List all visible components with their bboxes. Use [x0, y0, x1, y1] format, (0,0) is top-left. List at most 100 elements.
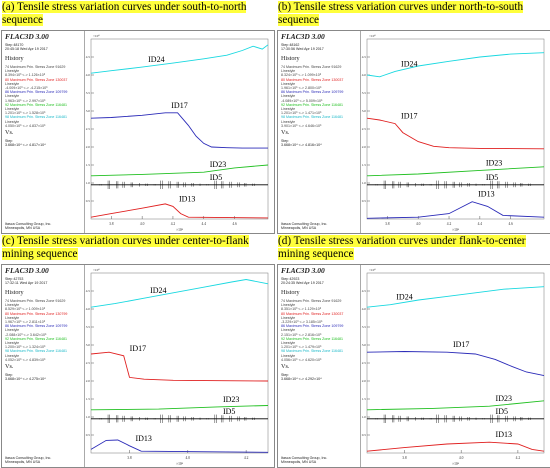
series-line-id24	[90, 279, 269, 308]
y-tick-label: 4.0	[362, 73, 367, 77]
step-line: Step 48170	[5, 43, 24, 47]
history-series-line: Linestyle	[281, 353, 296, 358]
vs-label: Vs.	[5, 363, 14, 370]
panel-caption: (c) Tensile stress variation curves unde…	[2, 235, 270, 261]
series-label-id23: ID23	[223, 395, 239, 404]
caption-text: (b) Tensile stress variation curves unde…	[278, 1, 524, 26]
history-series-line: 74 Maximum Prin. Stress Zone 91629	[5, 299, 66, 303]
step-range: 3.668×10⁴ <-> 4.292×10⁴	[281, 377, 322, 382]
caption-text: (c) Tensile stress variation curves unde…	[2, 235, 249, 260]
flac-figure: FLAC3D 3.00 Step 42753 17:32:11 Wed Apr 19…	[1, 264, 275, 468]
plot-svg: 0.5 1.0 1.5 2.0 2.5 3.0 3.5 4.0 4.5 ×10⁴ 3.8 4.0 4.2…	[86, 34, 269, 232]
plot-svg: 0.5 1.0 1.5 2.0 2.5 3.0 3.5 4.0 4.5 ×10⁴ 3.8 4.0 4.2…	[362, 34, 545, 232]
x-tick-label: 4.2	[516, 456, 521, 460]
history-series-line: 1.201×10⁶ <-> 1.471×10⁶	[281, 111, 322, 116]
series-line-id13	[366, 201, 545, 219]
series-label-id17: ID17	[453, 340, 469, 349]
y-tick-label: 3.5	[362, 325, 367, 329]
series-label-id24: ID24	[401, 59, 417, 68]
series-line-id13	[90, 439, 269, 453]
history-series-line: 1.967×10⁵ <-> 2.811×10⁶	[5, 320, 46, 325]
series-label-id23: ID23	[210, 160, 226, 169]
series-label-id17: ID17	[401, 112, 417, 121]
history-series-line: 74 Maximum Prin. Stress Zone 91629	[5, 65, 66, 69]
history-series-list: 74 Maximum Prin. Stress Zone 91629 Linest…	[281, 65, 359, 128]
x-tick-label: 4.0	[186, 456, 191, 460]
y-tick-label: 0.5	[86, 199, 91, 203]
series-line-id13	[366, 441, 545, 452]
history-series-line: 86 Maximum Prin. Stress Zone 109799	[281, 324, 344, 329]
history-series-line: 3.901×10⁶ <-> 4.646×10⁶	[281, 123, 322, 128]
caption-text: (a) Tensile stress variation curves unde…	[2, 1, 247, 26]
footer-line: Minneapolis, MN USA	[5, 459, 41, 464]
history-series-list: 74 Maximum Prin. Stress Zone 91629 Linest…	[281, 299, 359, 362]
x-exponent-label: ×10⁴	[452, 228, 460, 232]
footer-line: Minneapolis, MN USA	[281, 225, 317, 230]
history-series-line: 4.052×10⁶ <-> 4.839×10⁶	[5, 357, 46, 362]
y-tick-label: 4.0	[86, 307, 91, 311]
history-series-line: 8.351×10³ <-> 1.129×10⁶	[281, 307, 322, 312]
chart-panel-2: (b) Tensile stress variation curves unde…	[276, 0, 550, 234]
step-label: Step	[5, 373, 13, 377]
plot-svg: 0.5 1.0 1.5 2.0 2.5 3.0 3.5 4.0 4.5 ×10⁴ 3.8 4.0 4.2…	[86, 268, 269, 466]
y-tick-label: 3.0	[86, 109, 91, 113]
history-info-panel: FLAC3D 3.00 Step 42753 17:32:11 Wed Apr 19…	[2, 265, 85, 467]
series-label-id24: ID24	[150, 286, 166, 295]
history-series-line: 92 Maximum Prin. Stress Zone 116481	[281, 336, 344, 341]
itasca-footer: Itasca Consulting Group, Inc. Minneapolis…	[281, 456, 359, 464]
plot-frame	[90, 272, 269, 454]
history-series-line: Linestyle	[5, 303, 20, 308]
history-series-line: Linestyle	[5, 107, 20, 112]
history-series-line: 92 Maximum Prin. Stress Zone 116481	[5, 102, 68, 107]
series-line-id23	[366, 166, 545, 177]
history-series-line: 1.201×10⁶ <-> 1.479×10⁶	[281, 345, 322, 350]
series-label-id13: ID13	[496, 430, 512, 439]
y-tick-label: 3.0	[362, 343, 367, 347]
y-tick-label: 3.0	[362, 109, 367, 113]
history-series-line: 86 Maximum Prin. Stress Zone 109799	[5, 324, 68, 329]
x-tick-label: 4.0	[140, 222, 145, 226]
caption-text: (d) Tensile stress variation curves unde…	[278, 235, 526, 260]
history-series-line: 98 Maximum Prin. Stress Zone 116481	[5, 115, 68, 120]
history-series-line: 80 Maximum Prin. Stress Zone 130037	[5, 77, 68, 82]
history-series-line: Linestyle	[281, 81, 296, 86]
chart-panel-4: (d) Tensile stress variation curves unde…	[276, 234, 550, 468]
y-tick-label: 4.0	[362, 307, 367, 311]
series-label-id5: ID5	[210, 173, 222, 182]
chart-panel-1: (a) Tensile stress variation curves unde…	[0, 0, 275, 234]
y-tick-label: 0.5	[86, 433, 91, 437]
flac-title: FLAC3D 3.00	[5, 32, 49, 41]
history-label: History	[281, 289, 300, 296]
series-line-id23	[90, 164, 269, 177]
time-line: 20:45:18 Wed Apr 19 2017	[5, 47, 48, 52]
history-series-list: 74 Maximum Prin. Stress Zone 91629 Linest…	[5, 299, 83, 362]
history-series-line: 98 Maximum Prin. Stress Zone 116481	[281, 115, 344, 120]
flac-title: FLAC3D 3.00	[281, 32, 325, 41]
series-label-id23: ID23	[486, 158, 502, 167]
step-label: Step	[281, 139, 289, 143]
history-series-line: Linestyle	[281, 303, 296, 308]
x-tick-label: 3.8	[402, 456, 407, 460]
chart-panel-3: (c) Tensile stress variation curves unde…	[0, 234, 275, 468]
run-meta: Step 42753 17:32:11 Wed Apr 19 2017	[5, 277, 83, 285]
run-meta: Step 48170 20:45:18 Wed Apr 19 2017	[5, 43, 83, 51]
y-tick-label: 2.5	[86, 127, 91, 131]
y-tick-label: 1.5	[362, 163, 367, 167]
y-tick-label: 3.5	[86, 91, 91, 95]
run-meta: Step 48162 17:30:56 Wed Apr 19 2017	[281, 43, 359, 51]
history-series-list: 74 Maximum Prin. Stress Zone 91629 Linest…	[5, 65, 83, 128]
y-tick-label: 4.5	[86, 55, 91, 59]
history-series-line: 8.324×10³ <-> 1.099×10⁶	[281, 73, 322, 78]
history-series-line: Linestyle	[5, 353, 20, 358]
history-series-line: 80 Maximum Prin. Stress Zone 130799	[5, 311, 68, 316]
step-range: 3.668×10⁴ <-> 4.816×10⁴	[281, 143, 322, 148]
step-axis-info: Step 3.668×10⁴ <-> 4.275×10⁴	[5, 373, 83, 381]
history-plot: 0.5 1.0 1.5 2.0 2.5 3.0 3.5 4.0 4.5 ×10⁴ 3.8 4.0 4.2…	[85, 265, 274, 467]
panel-caption: (b) Tensile stress variation curves unde…	[278, 1, 546, 27]
vs-label: Vs.	[281, 129, 290, 136]
y-tick-label: 1.0	[86, 181, 91, 185]
series-line-id17	[366, 117, 545, 150]
y-tick-label: 1.0	[86, 415, 91, 419]
history-label: History	[281, 55, 300, 62]
history-series-line: Linestyle	[5, 119, 20, 124]
